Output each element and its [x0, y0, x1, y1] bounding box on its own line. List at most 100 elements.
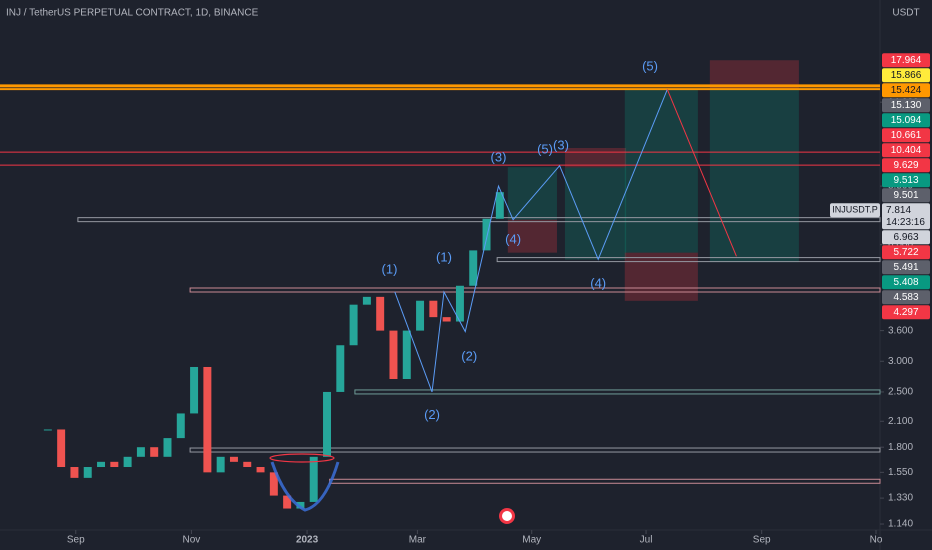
candle [163, 438, 172, 457]
y-tick-label: 1.330 [888, 493, 913, 504]
price-tag-label: 6.963 [893, 232, 918, 243]
candle [336, 345, 345, 392]
price-tag-label: 4.297 [893, 307, 918, 318]
symbol-tag [830, 203, 880, 218]
zone [189, 447, 881, 453]
candle [43, 429, 52, 431]
candle [429, 300, 438, 318]
price-tag [882, 260, 930, 275]
projection-line [394, 89, 668, 393]
candle [389, 330, 398, 379]
price-tag [882, 275, 930, 290]
position-loss [564, 148, 627, 168]
price-tag [882, 128, 930, 143]
candle [150, 447, 159, 457]
x-tick-label: May [522, 535, 541, 546]
price-tag [882, 188, 930, 203]
cup-highlight [269, 453, 335, 463]
candle [83, 467, 92, 478]
y-tick-label: 3.600 [888, 325, 913, 336]
x-tick-label: Nov [183, 535, 201, 546]
price-tag [882, 230, 930, 245]
candle [309, 456, 318, 502]
price-tag-label: 5.408 [893, 277, 918, 288]
x-tick-label: Sep [67, 535, 85, 546]
price-tag-label: 9.629 [893, 160, 918, 171]
candle [442, 317, 451, 322]
position-profit [564, 167, 627, 260]
wave-label: (4) [505, 231, 521, 246]
chart-title: INJ / TetherUS PERPETUAL CONTRACT, 1D, B… [6, 8, 259, 19]
position-loss [624, 252, 698, 301]
projection-line [666, 89, 737, 257]
candle [495, 192, 504, 219]
price-tag [882, 173, 930, 188]
symbol-label: INJUSDT.P [832, 205, 878, 215]
candle [203, 366, 212, 473]
zone [189, 287, 881, 293]
price-tag-label: 15.094 [891, 115, 922, 126]
wave-label: (3) [491, 150, 507, 165]
price-tag [882, 290, 930, 305]
candle [455, 285, 464, 322]
candle [229, 456, 238, 462]
wave-label: (1) [436, 250, 452, 265]
position-loss [507, 219, 557, 253]
price-tag [882, 98, 930, 113]
candle [269, 472, 278, 496]
y-tick-label: 1.800 [888, 442, 913, 453]
price-tag-label: 17.964 [891, 55, 922, 66]
price-tag [882, 53, 930, 68]
price-tag [882, 83, 930, 98]
candle [256, 467, 265, 473]
price-tag-label: 10.404 [891, 145, 922, 156]
candle [243, 461, 252, 468]
y-tick-label: 3.000 [888, 356, 913, 367]
unit-label: USDT [892, 8, 919, 19]
x-tick-label: 2023 [296, 535, 319, 546]
price-tag [882, 68, 930, 83]
price-tag [882, 143, 930, 158]
candle [97, 461, 106, 468]
position-profit [624, 89, 698, 253]
price-tag [882, 113, 930, 128]
wave-label: (1) [382, 261, 398, 276]
zone [354, 389, 881, 395]
x-tick-label: No [870, 535, 883, 546]
cup-curve [270, 461, 340, 512]
candle [416, 300, 425, 331]
countdown: 14:23:16 [886, 217, 925, 228]
candle [469, 250, 478, 286]
candle [190, 366, 199, 414]
x-tick-label: Mar [409, 535, 427, 546]
price-tag [882, 158, 930, 173]
x-tick-label: Jul [640, 535, 653, 546]
price-tag-label: 4.583 [893, 292, 918, 303]
candle [482, 218, 491, 251]
wave-label: (5) [537, 141, 553, 156]
position-profit [709, 89, 799, 263]
candle [70, 467, 79, 478]
price-tag-label: 7.814 [886, 205, 911, 216]
price-tag-label: 15.424 [891, 85, 922, 96]
candle [216, 456, 225, 473]
wave-label: (3) [553, 137, 569, 152]
price-tag-label: 9.501 [893, 190, 918, 201]
candle [323, 391, 331, 457]
wave-label: (5) [642, 58, 658, 73]
layers: Sep Nov 2023 Mar May Jul Sep No 1.140 1.330 1.550 1… [0, 53, 930, 546]
position-profit [507, 167, 557, 220]
y-tick-label: 2.500 [888, 387, 913, 398]
price-tag-label: 15.130 [891, 100, 922, 111]
price-tag-label: 5.722 [893, 247, 918, 258]
position-loss [709, 60, 799, 90]
candle [283, 495, 292, 509]
candle [136, 447, 145, 457]
candle [176, 413, 185, 439]
candle [376, 296, 385, 331]
candle [349, 304, 358, 346]
zone [496, 257, 881, 263]
